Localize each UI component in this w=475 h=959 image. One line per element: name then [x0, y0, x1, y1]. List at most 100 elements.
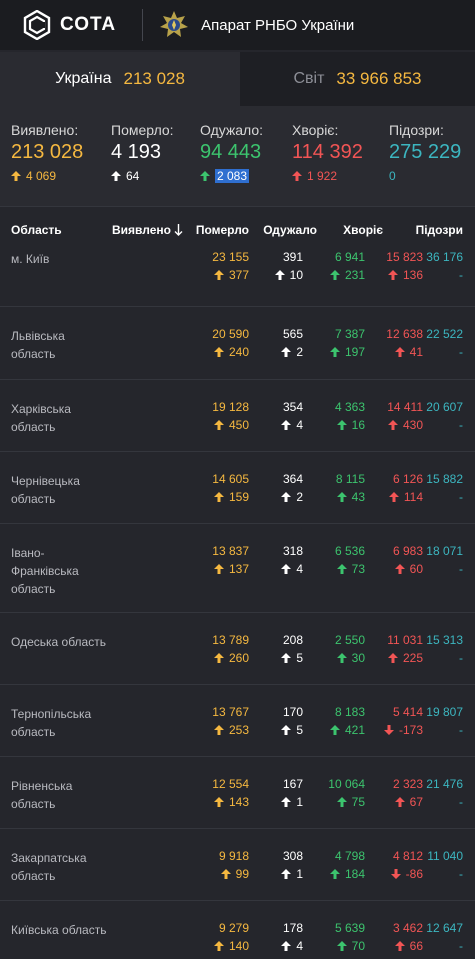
confirmed-delta: 450: [213, 418, 249, 432]
col-header-suspected[interactable]: Підозри: [415, 223, 463, 237]
tab-ukraine[interactable]: Україна 213 028: [0, 52, 240, 106]
col-header-sick[interactable]: Хворіє: [343, 223, 383, 237]
recovered-delta-value: 421: [344, 723, 365, 737]
regions-table: м. Київ 23 155 377 391 10 6 941 231 15 823 136 36…: [0, 250, 475, 959]
suspected-delta: -: [459, 867, 463, 881]
confirmed-delta-value: 140: [228, 939, 249, 953]
sick-delta: -173: [383, 723, 423, 737]
arrow-up-icon: [329, 869, 340, 879]
arrow-up-icon: [220, 869, 231, 879]
table-row[interactable]: Чернівецька область 14 605 159 364 2 8 115 43 6…: [0, 452, 475, 524]
suspected-delta: -: [459, 939, 463, 953]
deaths-delta-value: 5: [296, 723, 303, 737]
arrow-up-icon: [213, 492, 224, 502]
arrow-up-icon: [213, 347, 224, 357]
confirmed-value: 13 767: [212, 705, 249, 719]
recovered-delta: 75: [336, 795, 365, 809]
confirmed-value: 13 837: [212, 544, 249, 558]
suspected-value: 20 607: [426, 400, 463, 414]
suspected-delta: -: [459, 795, 463, 809]
sick-delta-value: 114: [403, 490, 423, 504]
arrow-up-icon: [387, 653, 398, 663]
arrow-up-icon: [281, 492, 292, 502]
confirmed-value: 23 155: [212, 250, 249, 264]
region-name: Рівненська область: [11, 779, 73, 811]
tab-world-label: Світ: [293, 70, 325, 87]
recovered-value: 4 363: [334, 400, 365, 414]
deaths-value: 565: [282, 327, 303, 341]
sick-delta-value: 67: [409, 795, 423, 809]
col-header-confirmed-label: Виявлено: [112, 223, 171, 237]
col-header-recovered[interactable]: Одужало: [263, 223, 317, 237]
confirmed-value: 13 789: [212, 633, 249, 647]
table-row[interactable]: Рівненська область 12 554 143 167 1 10 064 75 2…: [0, 757, 475, 829]
table-row[interactable]: Закарпатська область 9 918 99 308 1 4 798 184 4…: [0, 829, 475, 901]
recovered-delta: 70: [336, 939, 365, 953]
col-header-confirmed[interactable]: Виявлено: [112, 223, 183, 237]
stat-deaths-delta: 64: [111, 169, 174, 183]
stat-deaths-value: 4 193: [111, 141, 162, 163]
table-row[interactable]: Одеська область 13 789 260 208 5 2 550 30 11 03…: [0, 613, 475, 685]
tab-world[interactable]: Світ 33 966 853: [240, 52, 475, 106]
stat-suspected-delta-value: 0: [389, 169, 396, 183]
arrow-up-icon: [281, 420, 292, 430]
table-row[interactable]: Івано-Франківська область 13 837 137 318 4 6 …: [0, 524, 475, 613]
deaths-delta: 5: [281, 651, 303, 665]
confirmed-delta: 137: [213, 562, 249, 576]
recovered-delta: 30: [336, 651, 365, 665]
sick-value: 14 411: [387, 400, 423, 414]
sick-delta-value: -173: [398, 723, 423, 737]
stat-sick-value: 114 392: [292, 141, 363, 163]
stat-recovered: Одужало: 94 443 2 083: [200, 122, 263, 183]
confirmed-delta: 377: [213, 268, 249, 282]
col-header-deaths[interactable]: Померло: [195, 223, 249, 237]
stat-recovered-delta: 2 083: [200, 169, 263, 183]
arrow-up-icon: [292, 171, 302, 181]
recovered-delta-value: 73: [351, 562, 365, 576]
tab-ukraine-value: 213 028: [123, 69, 185, 88]
table-row[interactable]: Харківська область 19 128 450 354 4 4 363 16 14…: [0, 380, 475, 452]
suspected-value: 15 313: [426, 633, 463, 647]
suspected-value: 19 807: [426, 705, 463, 719]
deaths-delta: 4: [281, 939, 303, 953]
table-row[interactable]: Львівська область 20 590 240 565 2 7 387 197 12…: [0, 307, 475, 380]
arrow-up-icon: [213, 420, 224, 430]
deaths-delta-value: 2: [296, 345, 303, 359]
confirmed-value: 9 279: [218, 921, 249, 935]
col-header-region[interactable]: Область: [11, 223, 62, 237]
arrow-up-icon: [329, 270, 340, 280]
sick-delta: 114: [388, 490, 423, 504]
recovered-delta-value: 30: [351, 651, 365, 665]
sick-value: 5 414: [392, 705, 423, 719]
confirmed-delta-value: 159: [228, 490, 249, 504]
sick-delta-value: 430: [402, 418, 423, 432]
stat-confirmed-delta: 4 069: [11, 169, 83, 183]
arrow-up-icon: [213, 270, 224, 280]
org-name: Апарат РНБО України: [201, 16, 355, 34]
table-row[interactable]: Тернопільська область 13 767 253 170 5 8 183 4…: [0, 685, 475, 757]
recovered-value: 7 387: [334, 327, 365, 341]
recovered-delta-value: 184: [344, 867, 365, 881]
stat-recovered-delta-value: 2 083: [215, 169, 250, 183]
confirmed-value: 12 554: [212, 777, 249, 791]
recovered-value: 6 941: [334, 250, 365, 264]
arrow-up-icon: [336, 797, 347, 807]
summary-panel: Виявлено: 213 028 4 069 Померло: 4 193 6…: [0, 106, 475, 206]
arrow-up-icon: [329, 347, 340, 357]
sick-delta: 430: [387, 418, 423, 432]
table-row[interactable]: м. Київ 23 155 377 391 10 6 941 231 15 823 136 36…: [0, 250, 475, 307]
deaths-delta: 4: [281, 418, 303, 432]
stat-deaths-label: Померло:: [111, 122, 174, 138]
sick-delta-value: 66: [409, 939, 423, 953]
confirmed-delta: 99: [220, 867, 249, 881]
arrow-up-icon: [336, 941, 347, 951]
deaths-value: 178: [282, 921, 303, 935]
recovered-value: 8 115: [335, 472, 365, 486]
recovered-value: 4 798: [334, 849, 365, 863]
stat-confirmed-label: Виявлено:: [11, 122, 79, 138]
sota-logo[interactable]: СОТА: [22, 10, 116, 40]
confirmed-delta-value: 260: [228, 651, 249, 665]
confirmed-delta-value: 137: [228, 562, 249, 576]
table-row[interactable]: Київська область 9 279 140 178 4 5 639 70 3 462…: [0, 901, 475, 959]
sick-value: 4 812: [392, 849, 423, 863]
